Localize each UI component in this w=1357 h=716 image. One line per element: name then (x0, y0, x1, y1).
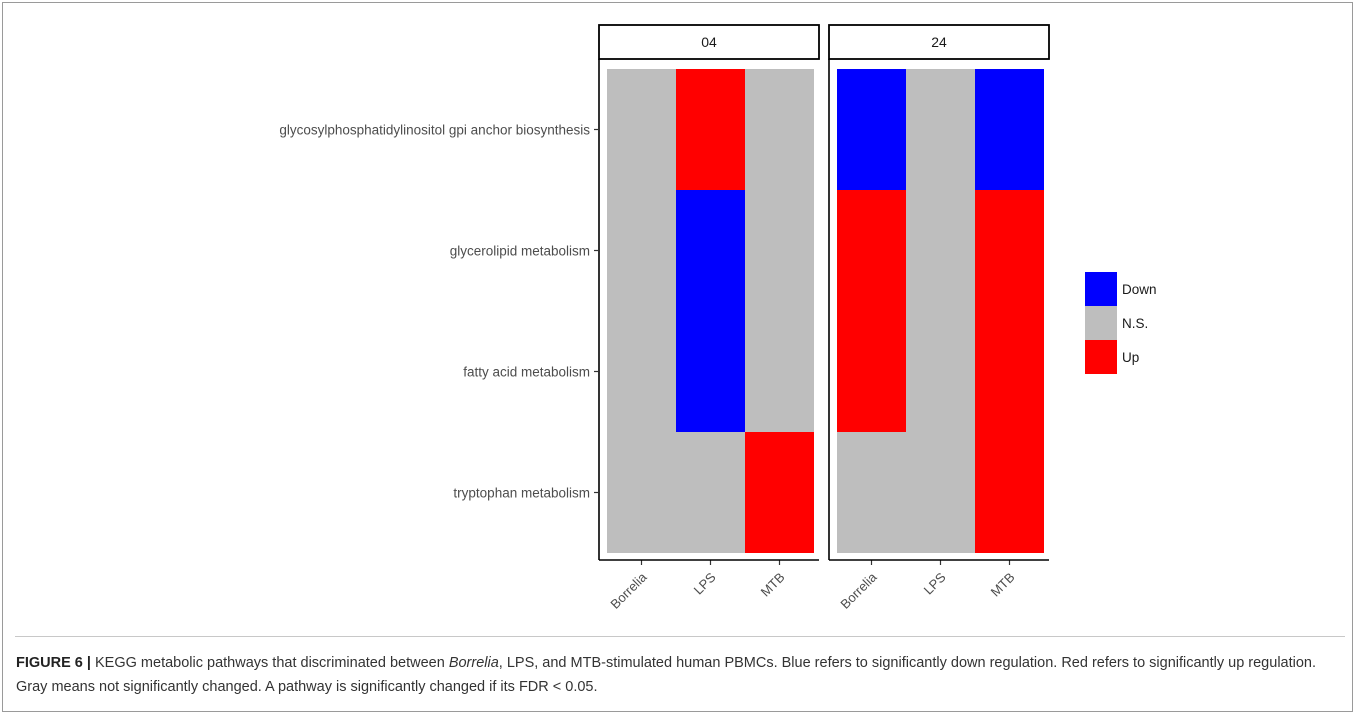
caption-text-part2: , LPS, and MTB-stimulated human PBMCs. B… (16, 655, 1317, 695)
cell-24-r0-c0 (837, 69, 906, 190)
y-tick-label-0: glycosylphosphatidylinositol gpi anchor … (279, 123, 590, 138)
cell-24-r2-c0 (837, 311, 906, 432)
figure-caption: FIGURE 6 | KEGG metabolic pathways that … (16, 651, 1336, 699)
panel-strip-label-04: 04 (701, 34, 717, 50)
cell-04-r1-c1 (676, 190, 745, 311)
panel-strip-label-24: 24 (931, 34, 947, 50)
x-tick-label-04-2: MTB (758, 570, 788, 600)
cell-04-r0-c1 (676, 69, 745, 190)
legend-swatch-2 (1085, 340, 1117, 374)
legend-label-0: Down (1122, 282, 1157, 297)
cell-04-r2-c1 (676, 311, 745, 432)
cell-24-r1-c2 (975, 190, 1044, 311)
panel-strip-24 (828, 24, 1050, 60)
x-tick-label-24-1: LPS (921, 569, 949, 597)
cell-04-r0-c2 (745, 69, 814, 190)
cell-24-r3-c2 (975, 432, 1044, 553)
x-tick-label-24-2: MTB (988, 570, 1018, 600)
cell-24-r0-c2 (975, 69, 1044, 190)
caption-text-part1: KEGG metabolic pathways that discriminat… (90, 655, 449, 671)
x-tick-label-04-0: Borrelia (607, 569, 650, 612)
cell-24-r1-c0 (837, 190, 906, 311)
cell-24-r2-c1 (906, 311, 975, 432)
caption-divider (15, 636, 1345, 637)
y-tick-label-2: fatty acid metabolism (463, 365, 590, 380)
caption-italic-term: Borrelia (448, 655, 499, 671)
figure-label: FIGURE 6 | (16, 655, 91, 671)
cell-04-r1-c0 (607, 190, 676, 311)
cell-04-r3-c2 (745, 432, 814, 553)
x-tick-label-04-1: LPS (691, 569, 719, 597)
panel-strip-04 (598, 24, 820, 60)
cell-04-r1-c2 (745, 190, 814, 311)
y-tick-label-1: glycerolipid metabolism (450, 244, 590, 259)
cell-24-r0-c1 (906, 69, 975, 190)
cell-04-r2-c2 (745, 311, 814, 432)
cell-04-r3-c1 (676, 432, 745, 553)
cell-24-r3-c0 (837, 432, 906, 553)
cell-04-r3-c0 (607, 432, 676, 553)
cell-24-r3-c1 (906, 432, 975, 553)
legend-swatch-0 (1085, 272, 1117, 306)
cell-04-r2-c0 (607, 311, 676, 432)
legend-swatch-1 (1085, 306, 1117, 340)
y-tick-label-3: tryptophan metabolism (453, 486, 590, 501)
cell-24-r1-c1 (906, 190, 975, 311)
legend-label-1: N.S. (1122, 316, 1148, 331)
x-tick-label-24-0: Borrelia (837, 569, 880, 612)
cell-04-r0-c0 (607, 69, 676, 190)
cell-24-r2-c2 (975, 311, 1044, 432)
legend-label-2: Up (1122, 350, 1139, 365)
